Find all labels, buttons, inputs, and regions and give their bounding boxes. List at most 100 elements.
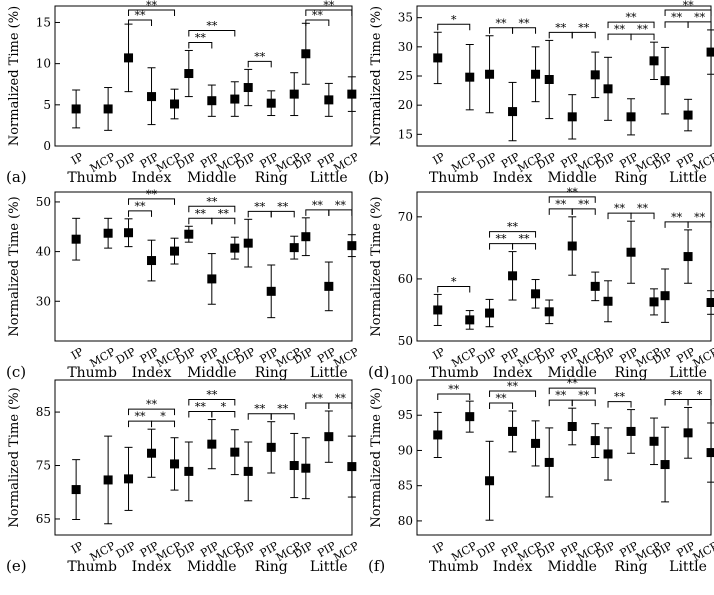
- mean-marker: [603, 296, 613, 306]
- group-label: Ring: [615, 559, 648, 575]
- significance-bracket: [305, 19, 330, 26]
- significance-label: **: [555, 389, 567, 402]
- plot-frame: [54, 5, 353, 147]
- y-tick-label: 20: [398, 98, 413, 112]
- mean-marker: [243, 83, 253, 93]
- mean-marker: [347, 462, 357, 472]
- group-label: Index: [493, 559, 533, 575]
- significance-label: **: [683, 0, 695, 12]
- mean-marker: [124, 53, 134, 63]
- significance-label: **: [578, 198, 590, 211]
- significance-bracket: [211, 217, 236, 225]
- panel-label: (e): [6, 557, 27, 575]
- y-tick-label: 30: [36, 294, 51, 308]
- significance-bracket: [548, 387, 596, 395]
- joint-label: DIP: [475, 345, 500, 367]
- significance-bracket: [188, 41, 213, 49]
- y-tick-label: 25: [398, 69, 413, 83]
- y-axis-label: Normalized Time (%): [369, 196, 384, 336]
- significance-label: **: [671, 11, 683, 24]
- mean-marker: [266, 98, 276, 108]
- group-label: Thumb: [429, 365, 479, 381]
- y-tick-label: 70: [398, 210, 413, 224]
- significance-label: **: [312, 9, 324, 22]
- significance-label: **: [206, 195, 218, 208]
- significance-bracket: [687, 398, 712, 406]
- mean-marker: [184, 69, 194, 79]
- significance-bracket: [548, 196, 596, 203]
- y-tick-label: 90: [398, 443, 413, 457]
- significance-bracket: [128, 408, 176, 416]
- mean-marker: [531, 69, 541, 79]
- significance-bracket: [328, 402, 353, 409]
- y-tick-label: 35: [398, 11, 413, 25]
- joint-label: IP: [431, 345, 448, 362]
- mean-marker: [544, 75, 554, 84]
- mean-marker: [485, 69, 495, 79]
- mean-marker: [243, 466, 253, 476]
- mean-marker: [626, 247, 636, 257]
- significance-label: **: [254, 403, 266, 416]
- significance-label: **: [507, 221, 519, 234]
- y-tick-label: 40: [36, 245, 51, 259]
- significance-bracket: [489, 402, 514, 409]
- y-tick-label: 0: [43, 139, 51, 153]
- significance-label: **: [206, 389, 218, 402]
- group-label: Middle: [187, 170, 237, 186]
- mean-marker: [465, 315, 475, 325]
- significance-bracket: [128, 19, 153, 26]
- significance-bracket: [270, 413, 295, 420]
- significance-label: **: [195, 207, 207, 220]
- mean-marker: [508, 107, 518, 117]
- significance-label: **: [519, 233, 531, 246]
- mean-marker: [147, 92, 157, 102]
- significance-label: *: [451, 13, 457, 26]
- y-tick-label: 15: [398, 127, 413, 141]
- joint-label: IP: [69, 150, 86, 167]
- y-tick-label: 80: [398, 514, 413, 528]
- mean-marker: [660, 291, 670, 301]
- significance-label: **: [671, 388, 683, 401]
- group-label: Index: [493, 170, 533, 186]
- significance-label: **: [637, 202, 649, 215]
- group-label: Thumb: [67, 365, 117, 381]
- mean-marker: [289, 461, 299, 471]
- group-label: Middle: [187, 559, 237, 575]
- mean-marker: [71, 234, 81, 244]
- mean-marker: [567, 241, 577, 251]
- group-label: Thumb: [429, 170, 479, 186]
- joint-label: DIP: [114, 539, 139, 561]
- mean-marker: [590, 436, 600, 446]
- plot-frame: [54, 191, 353, 342]
- group-label: Little: [310, 559, 348, 575]
- mean-marker: [103, 104, 113, 114]
- significance-bracket: [247, 60, 272, 68]
- significance-bracket: [687, 21, 712, 28]
- joint-label: MCP: [691, 539, 714, 564]
- mean-marker: [649, 56, 659, 66]
- significance-bracket: [571, 399, 596, 407]
- significance-label: **: [567, 186, 579, 199]
- mean-marker: [567, 112, 577, 122]
- mean-marker: [301, 49, 311, 59]
- mean-marker: [324, 432, 334, 442]
- group-label: Ring: [255, 559, 288, 575]
- mean-marker: [683, 252, 693, 262]
- mean-marker: [683, 110, 693, 120]
- joint-label: DIP: [475, 539, 500, 561]
- significance-label: **: [323, 0, 335, 12]
- mean-marker: [184, 466, 194, 476]
- mean-marker: [147, 256, 157, 266]
- mean-marker: [347, 241, 357, 251]
- y-tick-label: 100: [390, 373, 413, 387]
- mean-marker: [207, 96, 217, 106]
- y-tick-label: 10: [36, 57, 51, 71]
- y-axis-label: Normalized Time (%): [7, 387, 22, 527]
- significance-bracket: [305, 9, 353, 16]
- group-label: Thumb: [67, 559, 117, 575]
- panel-label: (d): [368, 363, 389, 381]
- significance-bracket: [270, 210, 295, 218]
- mean-marker: [626, 112, 636, 122]
- mean-marker: [433, 305, 443, 315]
